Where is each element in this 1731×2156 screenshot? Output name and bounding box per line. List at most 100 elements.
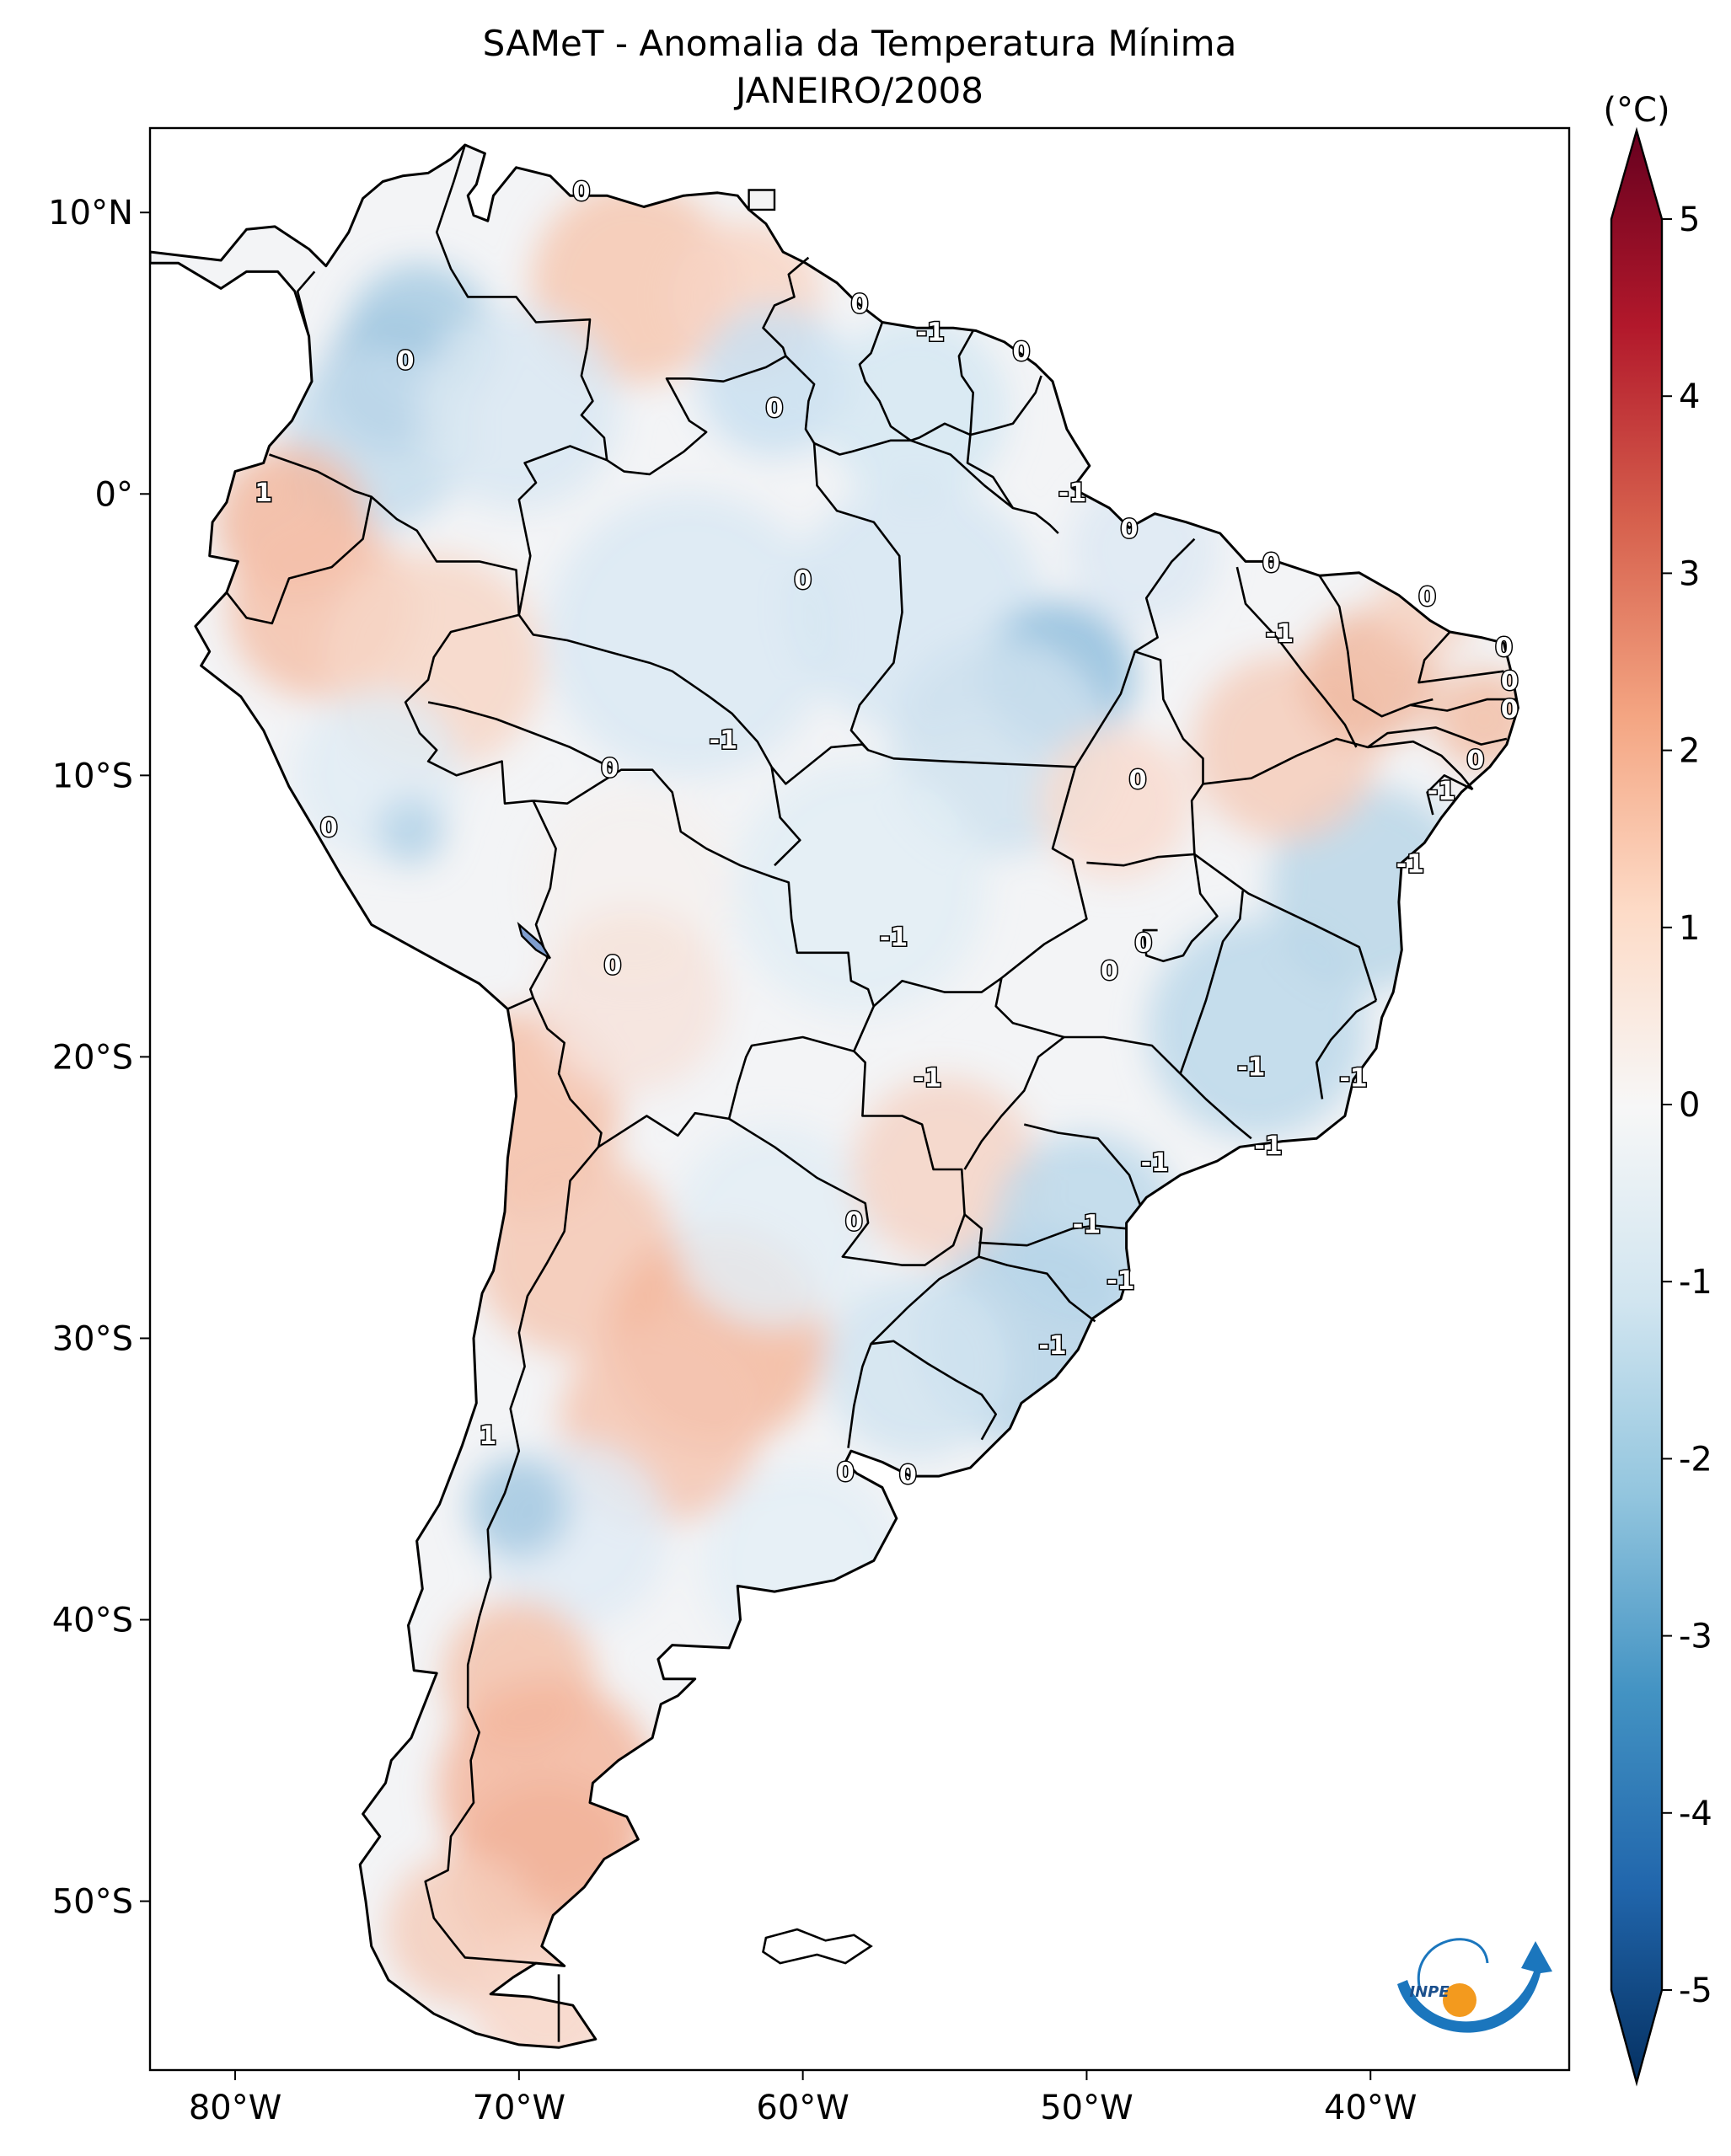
lat-tick-label: 10°N	[48, 194, 133, 233]
contour-label: 0	[1101, 957, 1118, 987]
lat-tick-label: 30°S	[52, 1319, 133, 1358]
border-line	[296, 270, 316, 337]
chart-title: SAMeT - Anomalia da Temperatura Mínima	[483, 23, 1237, 64]
anomaly-blob	[698, 305, 850, 457]
border-line	[435, 144, 608, 461]
colorbar-tick-label: 1	[1679, 909, 1700, 948]
border-line	[532, 997, 603, 1148]
colorbar-tick-label: 3	[1679, 554, 1700, 593]
contour-label: -1	[1396, 850, 1424, 880]
contour-label: -1	[1141, 1148, 1169, 1178]
colorbar-bar	[1610, 126, 1664, 2087]
colorbar-tick-label: 5	[1679, 201, 1700, 239]
colorbar-tick-label: 2	[1679, 732, 1700, 771]
border-line	[1410, 698, 1515, 712]
chart-subtitle: JANEIRO/2008	[733, 70, 983, 111]
border-line	[517, 445, 608, 616]
colorbar-tick-label: -1	[1679, 1263, 1712, 1302]
contour-label: 1	[255, 479, 272, 508]
anomaly-blob	[377, 798, 445, 866]
colorbar-tick-label: -5	[1679, 1971, 1712, 2010]
border-line	[1235, 566, 1358, 748]
lon-tick-label: 40°W	[1324, 2089, 1417, 2127]
continent-coastline	[150, 143, 1519, 2049]
contour-label: 0	[1418, 582, 1436, 612]
contour-label: -1	[1058, 479, 1086, 508]
border-line	[1426, 774, 1474, 816]
lat-tick-label: 40°S	[52, 1602, 133, 1640]
contour-label: 0	[845, 1207, 863, 1237]
contour-label: -1	[1038, 1331, 1066, 1361]
colorbar-unit: (°C)	[1603, 91, 1669, 130]
logo-swoosh	[1397, 1941, 1552, 2033]
longitude-axis: 80°W 70°W 60°W 50°W 40°W	[189, 2070, 1417, 2127]
border-line	[424, 1146, 600, 1965]
border-line	[847, 1213, 983, 1448]
contour-label: 0	[1013, 338, 1031, 367]
inpe-logo: INPE	[1397, 1938, 1552, 2033]
anomaly-blob	[1147, 918, 1367, 1138]
contour-label: -1	[1107, 1266, 1134, 1296]
contour-label: -1	[880, 923, 908, 953]
border-line	[427, 701, 616, 771]
colorbar-ticks: 5 4 3 2 1 0 -1 -2 -3 -4 -5	[1662, 201, 1712, 2010]
contour-label: 0	[837, 1458, 855, 1487]
contour-label: 0	[1495, 634, 1513, 663]
border-line	[1179, 891, 1244, 1074]
border-line	[853, 1050, 966, 1215]
lake-titicaca	[517, 921, 551, 960]
anomaly-blob	[545, 491, 833, 778]
border-line	[598, 1035, 855, 1148]
map-frame	[148, 126, 1571, 2072]
lon-tick-label: 80°W	[189, 2089, 281, 2127]
contour-label: 0	[1262, 548, 1280, 578]
colorbar: (°C) 5 4 3 2 1 0 -1 -2 -3 -4 -5	[1603, 91, 1712, 2087]
latitude-axis: 10°N 0° 10°S 20°S 30°S 40°S 50°S	[48, 194, 150, 1922]
contour-label: 0	[604, 951, 622, 981]
contour-label: -1	[1266, 619, 1294, 649]
contour-label: -1	[1254, 1131, 1282, 1161]
contour-label: 0	[1134, 928, 1152, 958]
contour-label: 0	[1501, 695, 1519, 725]
border-line	[1074, 538, 1196, 768]
lat-tick-label: 20°S	[52, 1038, 133, 1077]
border-line	[770, 767, 801, 867]
lon-tick-label: 50°W	[1040, 2089, 1133, 2127]
trinidad-island	[748, 189, 776, 211]
contour-label: 0	[1129, 766, 1147, 795]
anomaly-blob	[468, 1456, 570, 1558]
border-line	[728, 1117, 966, 1266]
contour-label: 0	[572, 177, 590, 206]
contour-label: 0	[1466, 746, 1484, 775]
lat-tick-label: 50°S	[52, 1883, 133, 1922]
logo-sun	[1443, 1983, 1476, 2017]
border-line	[970, 375, 1042, 436]
border-line	[225, 496, 372, 625]
border-line	[978, 1224, 1127, 1247]
lon-tick-label: 70°W	[473, 2089, 565, 2127]
border-line	[858, 322, 974, 442]
lon-tick-label: 60°W	[756, 2089, 849, 2127]
border-line	[1142, 853, 1219, 963]
falkland-islands	[762, 1928, 873, 1965]
colorbar-tick-label: -2	[1679, 1440, 1712, 1479]
border-line	[872, 976, 1003, 1008]
border-line	[978, 1255, 1096, 1323]
anomaly-blob	[673, 1124, 876, 1327]
contour-label: 0	[601, 754, 619, 784]
border-line	[506, 800, 557, 1010]
contour-label: 0	[1501, 667, 1519, 697]
border-line	[963, 766, 1088, 1170]
political-borders	[225, 144, 1515, 2042]
contour-label: -1	[1073, 1210, 1101, 1239]
contour-label: -1	[914, 1064, 941, 1094]
contour-label: 0	[794, 565, 812, 595]
border-line	[812, 443, 1076, 768]
contour-label: 0	[851, 290, 869, 319]
anomaly-blob	[823, 1273, 1010, 1459]
contour-label: 0	[1121, 515, 1139, 544]
colorbar-tick-label: -3	[1679, 1618, 1712, 1656]
colorbar-tick-label: -4	[1679, 1795, 1712, 1833]
